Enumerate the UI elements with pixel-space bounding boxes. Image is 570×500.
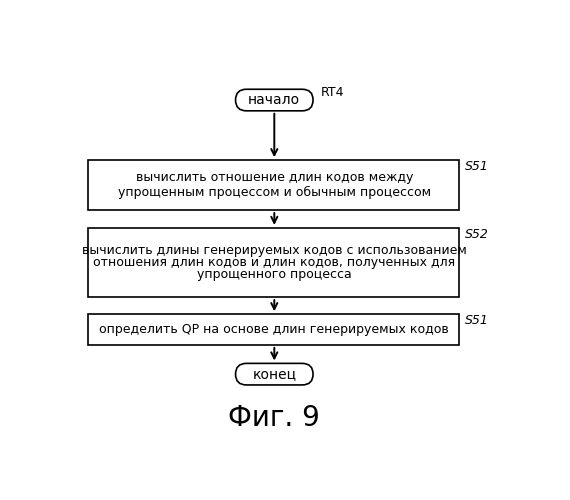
Text: упрощенным процессом и обычным процессом: упрощенным процессом и обычным процессом [118,186,431,200]
Text: начало: начало [249,93,300,107]
Bar [88,314,459,345]
Text: RT4: RT4 [321,86,344,99]
FancyBboxPatch shape [235,364,313,385]
FancyBboxPatch shape [235,90,313,111]
Text: S51: S51 [465,314,489,327]
Bar [88,228,459,297]
Text: упрощенного процесса: упрощенного процесса [197,268,352,280]
Text: S51: S51 [465,160,489,173]
Text: S52: S52 [465,228,489,240]
Bar [88,160,459,210]
Text: конец: конец [253,367,296,381]
Text: вычислить длины генерируемых кодов с использованием: вычислить длины генерируемых кодов с исп… [82,244,467,258]
Text: определить QP на основе длин генерируемых кодов: определить QP на основе длин генерируемы… [99,323,449,336]
Text: вычислить отношение длин кодов между: вычислить отношение длин кодов между [136,171,413,184]
Text: Фиг. 9: Фиг. 9 [229,404,320,432]
Text: отношения длин кодов и длин кодов, полученных для: отношения длин кодов и длин кодов, получ… [93,256,455,269]
